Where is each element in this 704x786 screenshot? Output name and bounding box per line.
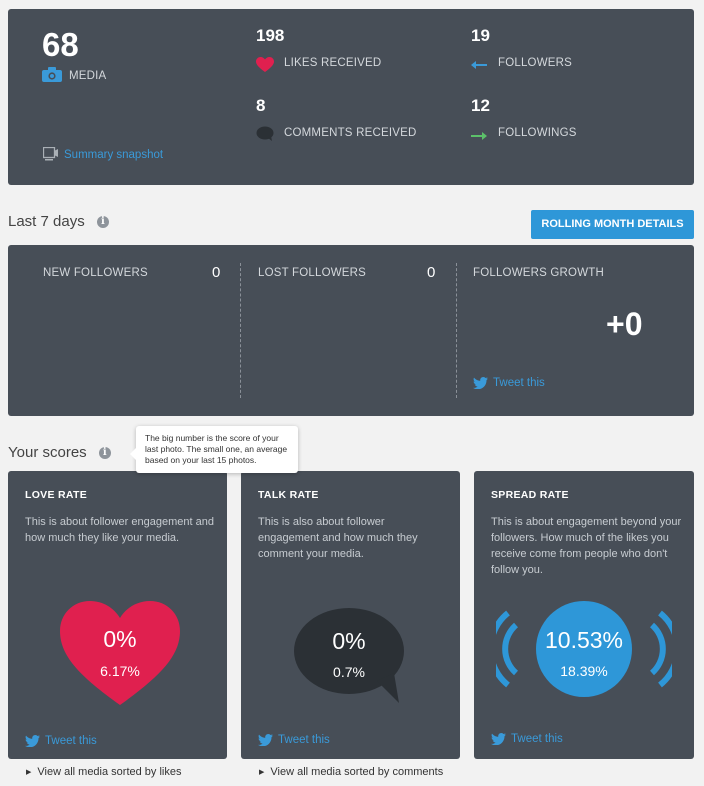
tooltip-text: The big number is the score of your last… [145, 433, 288, 465]
twitter-bird-icon [491, 733, 506, 745]
spread-rate-average: 18.39% [560, 663, 608, 679]
media-count: 68 [42, 26, 79, 63]
tweet-this-link[interactable]: Tweet this [258, 734, 330, 746]
scores-title: Your scores i [8, 444, 111, 461]
likes-count: 198 [256, 26, 285, 45]
last7-panel: NEW FOLLOWERS 0 LOST FOLLOWERS 0 FOLLOWE… [8, 245, 694, 416]
triangle-right-icon: ▶ [259, 769, 265, 777]
new-followers-label: NEW FOLLOWERS [43, 267, 148, 279]
love-heart-shape: 0% 6.17% [60, 601, 180, 707]
view-media-by-comments-link[interactable]: ▶ View all media sorted by comments [259, 766, 443, 778]
followers-label: FOLLOWERS [498, 57, 573, 69]
rolling-month-button[interactable]: ROLLING MONTH DETAILS [531, 210, 694, 239]
spread-circle-shape: 10.53% 18.39% [496, 599, 672, 699]
tweet-this-link[interactable]: Tweet this [473, 377, 545, 389]
spread-rate-title: SPREAD RATE [491, 489, 569, 501]
followers-growth-label: FOLLOWERS GROWTH [473, 267, 604, 279]
spread-rate-description: This is about engagement beyond your fol… [491, 516, 682, 576]
spread-rate-card: SPREAD RATE This is about engagement bey… [474, 471, 694, 759]
summary-panel: 68 MEDIA 198 LIKES RECEIVED 8 COMMENTS R… [8, 9, 694, 185]
followers-growth-value: +0 [606, 306, 643, 342]
love-rate-average: 6.17% [100, 663, 140, 679]
tweet-this-link[interactable]: Tweet this [491, 733, 563, 745]
scores-title-text: Your scores [8, 444, 87, 461]
twitter-bird-icon [473, 377, 488, 389]
last7-title: Last 7 days i [8, 213, 109, 230]
media-label: MEDIA [69, 70, 107, 82]
twitter-bird-icon [258, 734, 273, 746]
talk-rate-score: 0% [332, 628, 366, 654]
summary-snapshot-link[interactable]: Summary snapshot [64, 149, 164, 161]
comments-count: 8 [256, 96, 266, 115]
love-rate-description: This is about follower engagement and ho… [25, 516, 214, 544]
scores-tooltip: The big number is the score of your last… [130, 426, 298, 473]
likes-label: LIKES RECEIVED [284, 57, 382, 69]
followings-count: 12 [471, 96, 490, 115]
talk-rate-average: 0.7% [333, 664, 365, 680]
love-rate-card: LOVE RATE This is about follower engagem… [8, 471, 227, 759]
lost-followers-label: LOST FOLLOWERS [258, 267, 367, 279]
snapshot-icon [42, 146, 59, 166]
tweet-this-text: Tweet this [45, 735, 97, 748]
love-rate-score: 0% [103, 626, 137, 652]
love-rate-title: LOVE RATE [25, 489, 88, 501]
tweet-this-text: Tweet this [493, 377, 545, 390]
comment-bubble-icon [256, 126, 274, 147]
arrow-right-icon [471, 128, 487, 146]
spread-rate-score: 10.53% [544, 627, 623, 653]
arrow-left-icon [471, 57, 487, 75]
followings-label: FOLLOWINGS [498, 127, 577, 139]
view-media-by-likes-text: View all media sorted by likes [37, 766, 182, 778]
tweet-this-text: Tweet this [278, 734, 330, 747]
comments-label: COMMENTS RECEIVED [284, 127, 417, 139]
divider [456, 263, 457, 398]
followers-count: 19 [471, 26, 490, 45]
info-icon[interactable]: i [98, 447, 111, 460]
view-media-by-comments-text: View all media sorted by comments [270, 766, 444, 778]
tooltip-arrow [130, 448, 136, 460]
camera-icon [42, 67, 62, 87]
new-followers-value: 0 [212, 264, 221, 281]
heart-icon [256, 57, 274, 78]
tweet-this-link[interactable]: Tweet this [25, 735, 97, 747]
talk-rate-card: TALK RATE This is also about follower en… [241, 471, 460, 759]
talk-rate-title: TALK RATE [258, 489, 319, 501]
divider [240, 263, 241, 398]
tweet-this-text: Tweet this [511, 733, 563, 746]
talk-rate-description: This is also about follower engagement a… [258, 516, 418, 560]
lost-followers-value: 0 [427, 264, 436, 281]
last7-title-text: Last 7 days [8, 213, 85, 230]
twitter-bird-icon [25, 735, 40, 747]
talk-bubble-shape: 0% 0.7% [293, 607, 408, 705]
view-media-by-likes-link[interactable]: ▶ View all media sorted by likes [26, 766, 181, 778]
info-icon[interactable]: i [96, 216, 109, 229]
triangle-right-icon: ▶ [26, 769, 32, 777]
